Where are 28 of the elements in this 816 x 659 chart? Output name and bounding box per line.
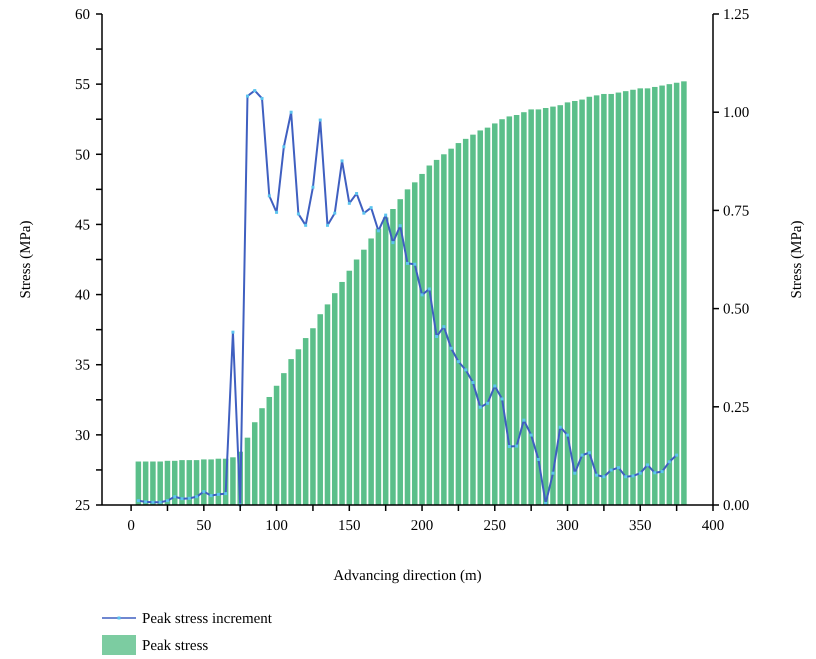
- y2-tick-label: 0.00: [723, 498, 750, 514]
- y2-tick-label: 0.50: [723, 302, 750, 318]
- y-tick-label: 40: [75, 288, 90, 304]
- legend-label: Peak stress: [142, 638, 208, 654]
- x-tick-label: 200: [410, 518, 434, 534]
- y2-tick-label: 1.00: [723, 105, 750, 122]
- y-tick-label: 35: [75, 358, 90, 374]
- x-tick-label: 50: [196, 518, 212, 534]
- x-tick-label: 100: [265, 518, 288, 534]
- x-tick-label: 300: [556, 518, 579, 534]
- x-tick-label: 150: [338, 518, 361, 534]
- y-tick-label: 45: [75, 217, 90, 234]
- y-tick-label: 25: [75, 498, 90, 514]
- y2-tick-label: 1.25: [723, 7, 750, 23]
- y2-tick-label: 0.75: [723, 203, 750, 220]
- x-tick-label: 250: [484, 518, 506, 534]
- x-tick-label: 350: [629, 518, 652, 534]
- x-tick-label: 400: [702, 518, 724, 534]
- y2-tick-label: 0.25: [723, 400, 750, 416]
- y-tick-label: 50: [75, 147, 90, 164]
- y-tick-label: 55: [75, 77, 90, 94]
- x-tick-label: 0: [127, 518, 135, 534]
- legend-label: Peak stress increment: [142, 611, 273, 627]
- y-tick-label: 30: [75, 428, 90, 444]
- y-axis-title: Stress (MPa): [18, 220, 34, 298]
- y2-axis-title: Stress (MPa): [789, 220, 805, 298]
- y-tick-label: 60: [75, 7, 90, 23]
- x-axis-title: Advancing direction (m): [333, 568, 482, 584]
